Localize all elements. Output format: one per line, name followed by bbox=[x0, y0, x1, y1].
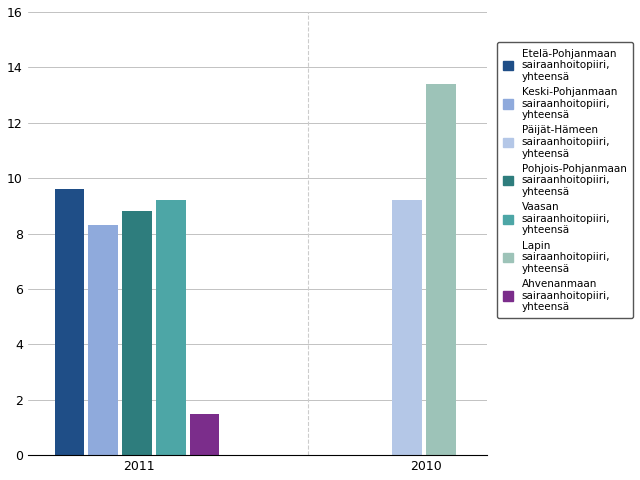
Bar bbox=[392, 200, 422, 455]
Bar bbox=[54, 189, 84, 455]
Bar bbox=[122, 211, 152, 455]
Bar bbox=[88, 225, 118, 455]
Bar bbox=[426, 84, 456, 455]
Bar bbox=[156, 200, 186, 455]
Bar bbox=[189, 414, 220, 455]
Legend: Etelä-Pohjanmaan
sairaanhoitopiiri,
yhteensä, Keski-Pohjanmaan
sairaanhoitopiiri: Etelä-Pohjanmaan sairaanhoitopiiri, yhte… bbox=[497, 42, 633, 318]
